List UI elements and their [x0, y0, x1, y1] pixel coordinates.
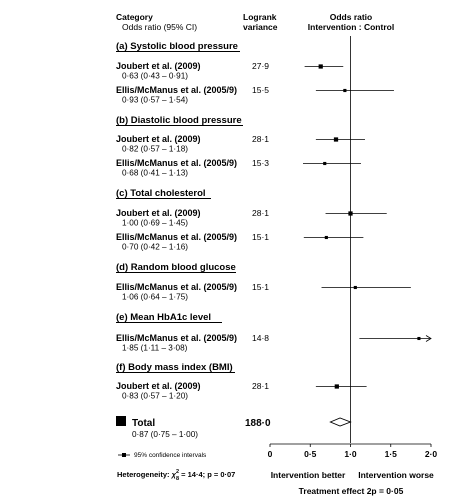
study-variance: 15·3 [252, 158, 269, 168]
section-title: (d) Random blood glucose [116, 262, 236, 273]
x-label-intervention-worse: Intervention worse [358, 470, 434, 480]
x-axis: 0 0·5 1·0 1·5 2·0 [268, 443, 438, 459]
total-square-marker [116, 416, 126, 426]
x-tick-label: 1·5 [385, 449, 398, 459]
study-ci: 1·85 (1·11 – 3·08) [122, 344, 188, 353]
ci-arrow [425, 335, 432, 342]
x-label-intervention-better: Intervention better [271, 470, 346, 480]
study-ci: 0·63 (0·43 – 0·91) [122, 72, 188, 81]
study-variance: 27·9 [252, 61, 269, 71]
study-label: Ellis/McManus et al. (2005/9) [116, 333, 237, 343]
study-ci: 1·00 (0·69 – 1·45) [122, 219, 188, 228]
section-title: (b) Diastolic blood pressure [116, 115, 242, 126]
header-logrank: Logrank [243, 12, 277, 22]
x-tick-label: 0 [268, 449, 273, 459]
section-title: (f) Body mass index (BMI) [116, 362, 233, 373]
section-title: (a) Systolic blood pressure [116, 41, 238, 52]
study-variance: 15·1 [252, 232, 269, 242]
header-odds-ratio: Odds ratio [330, 12, 373, 22]
point-estimate [318, 64, 323, 69]
study-ci: 0·82 (0·57 – 1·18) [122, 145, 188, 154]
study-variance: 15·5 [252, 85, 269, 95]
header-category: Category [116, 12, 153, 22]
study-label: Ellis/McManus et al. (2005/9) [116, 232, 237, 242]
study-ci: 0·83 (0·57 – 1·20) [122, 392, 188, 401]
study-variance: 14·8 [252, 333, 269, 343]
study-variance: 28·1 [252, 134, 269, 144]
study-variance: 28·1 [252, 208, 269, 218]
header-category-sub: Odds ratio (95% CI) [122, 22, 197, 32]
study-label: Ellis/McManus et al. (2005/9) [116, 158, 237, 168]
total-label: Total [132, 418, 155, 429]
total-variance: 188·0 [245, 418, 271, 429]
study-ci: 0·93 (0·57 – 1·54) [122, 96, 188, 105]
study-label: Ellis/McManus et al. (2005/9) [116, 282, 237, 292]
study-ci: 0·68 (0·41 – 1·13) [122, 169, 188, 178]
treatment-effect: Treatment effect 2p = 0·05 [299, 486, 404, 496]
x-tick-label: 1·0 [344, 449, 357, 459]
study-ci: 1·06 (0·64 – 1·75) [122, 293, 188, 302]
total-diamond [329, 417, 352, 427]
point-estimate [333, 137, 339, 142]
study-rows: (a) Systolic blood pressure Joubert et al… [116, 41, 432, 401]
x-tick-label: 0·5 [304, 449, 317, 459]
study-variance: 28·1 [252, 381, 269, 391]
point-estimate [417, 336, 421, 341]
study-label: Joubert et al. (2009) [116, 208, 201, 218]
point-estimate [323, 161, 327, 166]
study-label: Joubert et al. (2009) [116, 134, 201, 144]
point-estimate [343, 88, 347, 93]
study-variance: 15·1 [252, 282, 269, 292]
study-label: Joubert et al. (2009) [116, 381, 201, 391]
point-estimate [353, 285, 357, 290]
study-label: Ellis/McManus et al. (2005/9) [116, 85, 237, 95]
section-title: (c) Total cholesterol [116, 188, 206, 199]
header-variance: variance [243, 22, 278, 32]
point-estimate [324, 235, 328, 240]
legend-text: 95% confidence intervals [134, 452, 207, 459]
x-tick-label: 2·0 [425, 449, 438, 459]
study-ci: 0·70 (0·42 – 1·16) [122, 243, 188, 252]
study-label: Joubert et al. (2009) [116, 61, 201, 71]
total-ci: 0·87 (0·75 – 1·00) [132, 430, 198, 439]
point-estimate [334, 384, 339, 389]
header-intervention-control: Intervention : Control [308, 22, 394, 32]
heterogeneity-text: Heterogeneity: χ2 8 = 14·4; p = 0·07 [117, 469, 235, 482]
section-title: (e) Mean HbA1c level [116, 312, 211, 323]
